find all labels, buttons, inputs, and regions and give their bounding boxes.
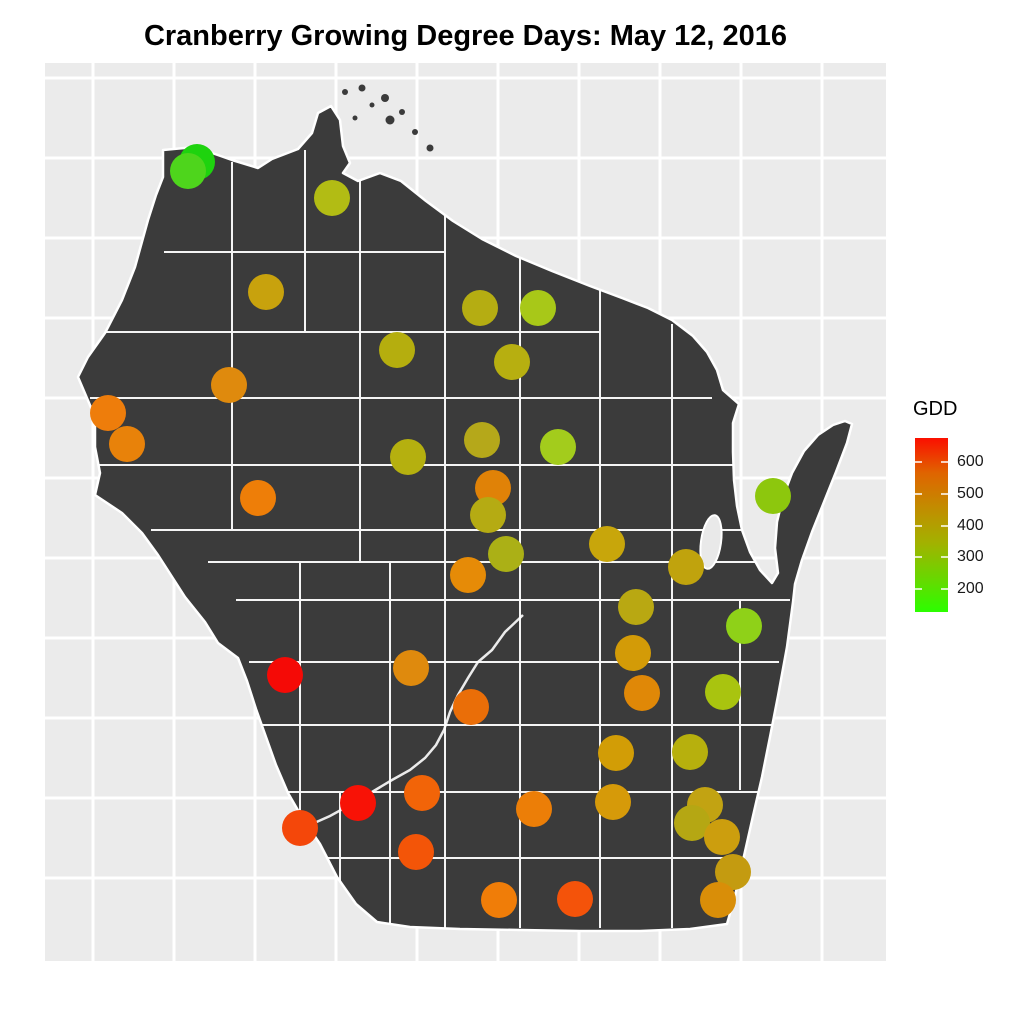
gdd-point: [589, 526, 625, 562]
gdd-point: [248, 274, 284, 310]
legend-tick-label: 500: [957, 484, 984, 502]
legend-tick-mark: [915, 556, 922, 559]
gdd-point: [668, 549, 704, 585]
legend-tick-mark: [915, 461, 922, 464]
gdd-point: [282, 810, 318, 846]
gdd-point: [404, 775, 440, 811]
gdd-point: [595, 784, 631, 820]
legend-tick-mark: [915, 588, 922, 591]
gdd-point: [494, 344, 530, 380]
gdd-point: [314, 180, 350, 216]
apostle-islands: [342, 84, 434, 152]
gdd-point: [340, 785, 376, 821]
island: [358, 84, 366, 92]
gdd-point: [379, 332, 415, 368]
island: [352, 115, 358, 121]
gdd-point: [624, 675, 660, 711]
chart-title: Cranberry Growing Degree Days: May 12, 2…: [143, 20, 788, 52]
legend-ticks: 600 500 400 300 200: [908, 398, 1024, 628]
gdd-point: [462, 290, 498, 326]
gdd-point: [672, 734, 708, 770]
gdd-point: [109, 426, 145, 462]
gdd-point: [450, 557, 486, 593]
gdd-point: [90, 395, 126, 431]
legend-tick-mark: [915, 492, 922, 495]
gdd-point: [267, 657, 303, 693]
gdd-point: [464, 422, 500, 458]
gdd-point: [211, 367, 247, 403]
gdd-point: [393, 650, 429, 686]
gdd-point: [540, 429, 576, 465]
legend-title: GDD: [913, 398, 958, 420]
gdd-point: [615, 635, 651, 671]
legend-tick-label: 300: [957, 548, 984, 566]
gdd-point: [516, 791, 552, 827]
gdd-point: [557, 881, 593, 917]
island: [399, 109, 405, 115]
legend-tick-label: 600: [957, 453, 984, 471]
gdd-point: [705, 674, 741, 710]
gdd-point: [520, 290, 556, 326]
gdd-point: [704, 819, 740, 855]
legend-tick-mark: [941, 461, 948, 464]
legend-tick-label: 400: [957, 516, 984, 534]
gdd-point: [598, 735, 634, 771]
island: [385, 115, 395, 125]
legend-tick-mark: [941, 492, 948, 495]
gdd-point: [398, 834, 434, 870]
gdd-point: [240, 480, 276, 516]
gdd-point: [470, 497, 506, 533]
gdd-points: [90, 144, 791, 918]
gdd-point: [390, 439, 426, 475]
gdd-point: [453, 689, 489, 725]
lake-winnebago: [699, 514, 723, 570]
gdd-point: [755, 478, 791, 514]
island: [412, 129, 418, 135]
island: [369, 102, 375, 108]
gdd-point: [481, 882, 517, 918]
legend-tick-mark: [941, 556, 948, 559]
island: [426, 144, 434, 152]
gdd-point: [674, 805, 710, 841]
legend-tick-label: 200: [957, 580, 984, 598]
gdd-point: [475, 470, 511, 506]
gdd-point: [170, 153, 206, 189]
legend: GDD 600 500 400 300 200: [908, 398, 1024, 628]
gdd-point: [618, 589, 654, 625]
gdd-point: [726, 608, 762, 644]
legend-tick-mark: [941, 588, 948, 591]
gdd-point: [488, 536, 524, 572]
island: [381, 94, 389, 102]
legend-tick-mark: [915, 524, 922, 527]
legend-tick-mark: [941, 524, 948, 527]
gdd-point: [715, 854, 751, 890]
gdd-point: [700, 882, 736, 918]
island: [342, 89, 348, 95]
